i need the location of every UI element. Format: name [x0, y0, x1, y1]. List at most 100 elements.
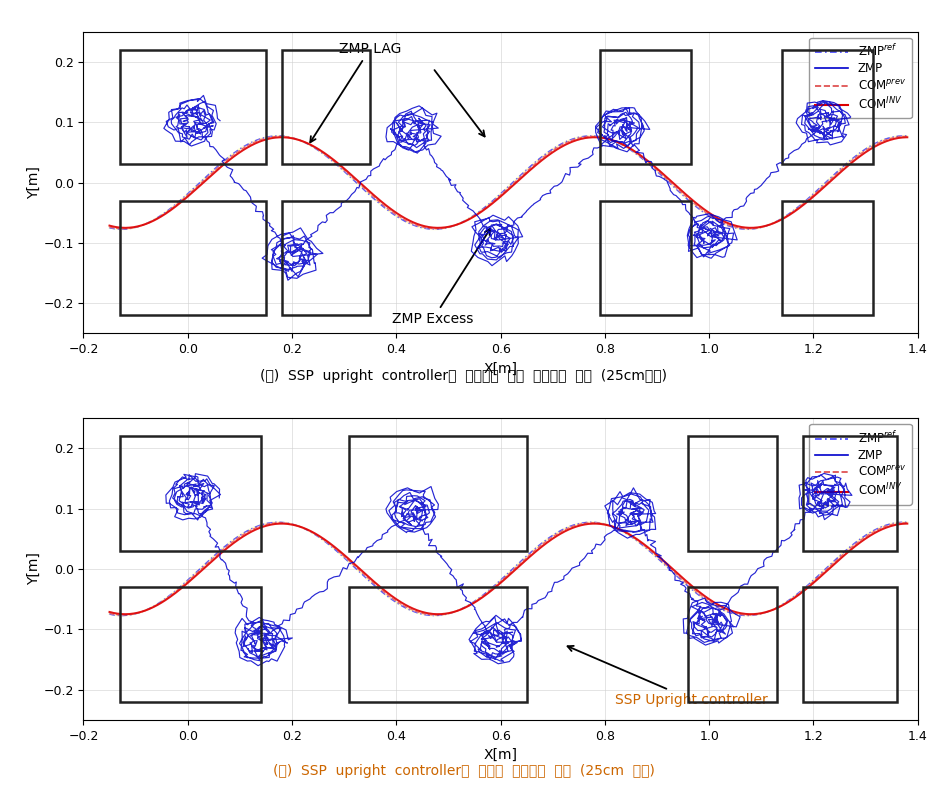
COM$^{prev}$ — [430, 611, 441, 620]
ZMP — [252, 661, 263, 671]
ZMP — [279, 255, 290, 265]
ZMP$^{ref}$ — [273, 131, 284, 141]
Bar — [600, 50, 691, 165]
ZMP — [197, 91, 209, 100]
Bar — [688, 587, 777, 702]
Bar — [803, 436, 897, 551]
COM$^{INV}$ — [432, 609, 443, 619]
COM$^{prev}$ — [900, 131, 911, 141]
Line: ZMP$^{ref}$: ZMP$^{ref}$ — [109, 136, 908, 229]
X-axis label: X[m]: X[m] — [484, 748, 517, 762]
Line: ZMP: ZMP — [164, 96, 851, 280]
COM$^{prev}$ — [900, 518, 911, 528]
COM$^{prev}$ — [153, 600, 164, 609]
COM$^{prev}$ — [590, 518, 601, 528]
Legend: ZMP$^{ref}$, ZMP, COM$^{prev}$, COM$^{INV}$: ZMP$^{ref}$, ZMP, COM$^{prev}$, COM$^{IN… — [809, 424, 912, 505]
Line: COM$^{prev}$: COM$^{prev}$ — [109, 136, 908, 229]
ZMP$^{ref}$ — [613, 138, 624, 148]
COM$^{prev}$ — [613, 524, 624, 534]
ZMP — [235, 645, 247, 655]
COM$^{prev}$ — [710, 600, 721, 610]
COM$^{INV}$ — [902, 133, 913, 142]
ZMP$^{ref}$ — [104, 609, 115, 619]
ZMP — [694, 240, 705, 249]
COM$^{prev}$ — [430, 224, 441, 233]
Text: (나)  SSP  upright  controller를  사용한  비평탄면  보행  (25cm  보폭): (나) SSP upright controller를 사용한 비평탄면 보행 … — [273, 764, 654, 778]
ZMP$^{ref}$ — [273, 517, 284, 527]
COM$^{INV}$ — [568, 523, 579, 532]
Bar — [782, 50, 873, 165]
Y-axis label: Y[m]: Y[m] — [27, 552, 41, 585]
Line: ZMP: ZMP — [166, 474, 852, 666]
Line: COM$^{INV}$: COM$^{INV}$ — [109, 524, 908, 614]
ZMP$^{ref}$ — [104, 223, 115, 233]
Line: COM$^{INV}$: COM$^{INV}$ — [109, 138, 908, 228]
ZMP$^{ref}$ — [902, 131, 913, 141]
ZMP — [810, 485, 821, 494]
ZMP — [280, 260, 291, 270]
ZMP — [521, 206, 532, 216]
ZMP$^{ref}$ — [793, 202, 804, 211]
ZMP — [500, 635, 511, 645]
Bar — [688, 436, 777, 551]
COM$^{prev}$ — [792, 590, 803, 600]
COM$^{prev}$ — [104, 608, 115, 618]
ZMP$^{ref}$ — [793, 589, 804, 598]
ZMP — [476, 239, 487, 248]
Text: ZMP LAG: ZMP LAG — [311, 42, 401, 142]
COM$^{prev}$ — [568, 521, 579, 531]
COM$^{INV}$ — [153, 214, 164, 223]
COM$^{prev}$ — [104, 222, 115, 232]
Text: ZMP Excess: ZMP Excess — [392, 229, 490, 327]
ZMP$^{ref}$ — [613, 524, 624, 534]
ZMP$^{ref}$ — [902, 517, 913, 527]
Text: SSP Upright controller: SSP Upright controller — [567, 646, 768, 706]
ZMP$^{ref}$ — [590, 131, 601, 141]
Bar — [803, 587, 897, 702]
COM$^{prev}$ — [590, 131, 601, 141]
COM$^{prev}$ — [568, 134, 579, 144]
Legend: ZMP$^{ref}$, ZMP, COM$^{prev}$, COM$^{INV}$: ZMP$^{ref}$, ZMP, COM$^{prev}$, COM$^{IN… — [809, 37, 912, 118]
ZMP$^{ref}$ — [568, 134, 579, 143]
COM$^{INV}$ — [613, 524, 624, 534]
COM$^{INV}$ — [590, 133, 601, 142]
ZMP — [819, 469, 830, 479]
COM$^{prev}$ — [792, 204, 803, 214]
ZMP — [214, 116, 225, 126]
COM$^{INV}$ — [613, 138, 624, 147]
ZMP$^{ref}$ — [710, 215, 721, 225]
Y-axis label: Y[m]: Y[m] — [27, 166, 41, 199]
ZMP — [421, 523, 432, 532]
Bar — [282, 201, 370, 316]
COM$^{INV}$ — [902, 519, 913, 528]
Bar — [782, 201, 873, 316]
ZMP$^{ref}$ — [568, 520, 579, 530]
ZMP — [839, 485, 850, 494]
Bar — [349, 436, 527, 551]
ZMP$^{ref}$ — [153, 599, 164, 608]
Text: (가)  SSP  upright  controller를  사용하지  않은  비평탄면  보행  (25cm보폭): (가) SSP upright controller를 사용하지 않은 비평탄면… — [260, 369, 667, 383]
COM$^{prev}$ — [710, 214, 721, 224]
Bar — [120, 50, 266, 165]
Bar — [120, 201, 266, 316]
ZMP$^{ref}$ — [742, 225, 753, 234]
COM$^{prev}$ — [902, 131, 913, 141]
COM$^{prev}$ — [153, 213, 164, 222]
Bar — [282, 50, 370, 165]
COM$^{INV}$ — [432, 223, 443, 233]
ZMP — [283, 275, 294, 285]
Bar — [600, 201, 691, 316]
ZMP$^{ref}$ — [590, 517, 601, 527]
COM$^{INV}$ — [568, 136, 579, 146]
COM$^{INV}$ — [710, 599, 721, 608]
ZMP — [821, 117, 832, 127]
ZMP — [829, 496, 840, 505]
COM$^{INV}$ — [710, 212, 721, 221]
ZMP$^{ref}$ — [710, 602, 721, 611]
ZMP$^{ref}$ — [742, 611, 753, 620]
COM$^{prev}$ — [902, 518, 913, 528]
X-axis label: X[m]: X[m] — [484, 361, 517, 376]
COM$^{INV}$ — [792, 205, 803, 214]
ZMP — [214, 493, 225, 502]
Line: ZMP$^{ref}$: ZMP$^{ref}$ — [109, 522, 908, 615]
